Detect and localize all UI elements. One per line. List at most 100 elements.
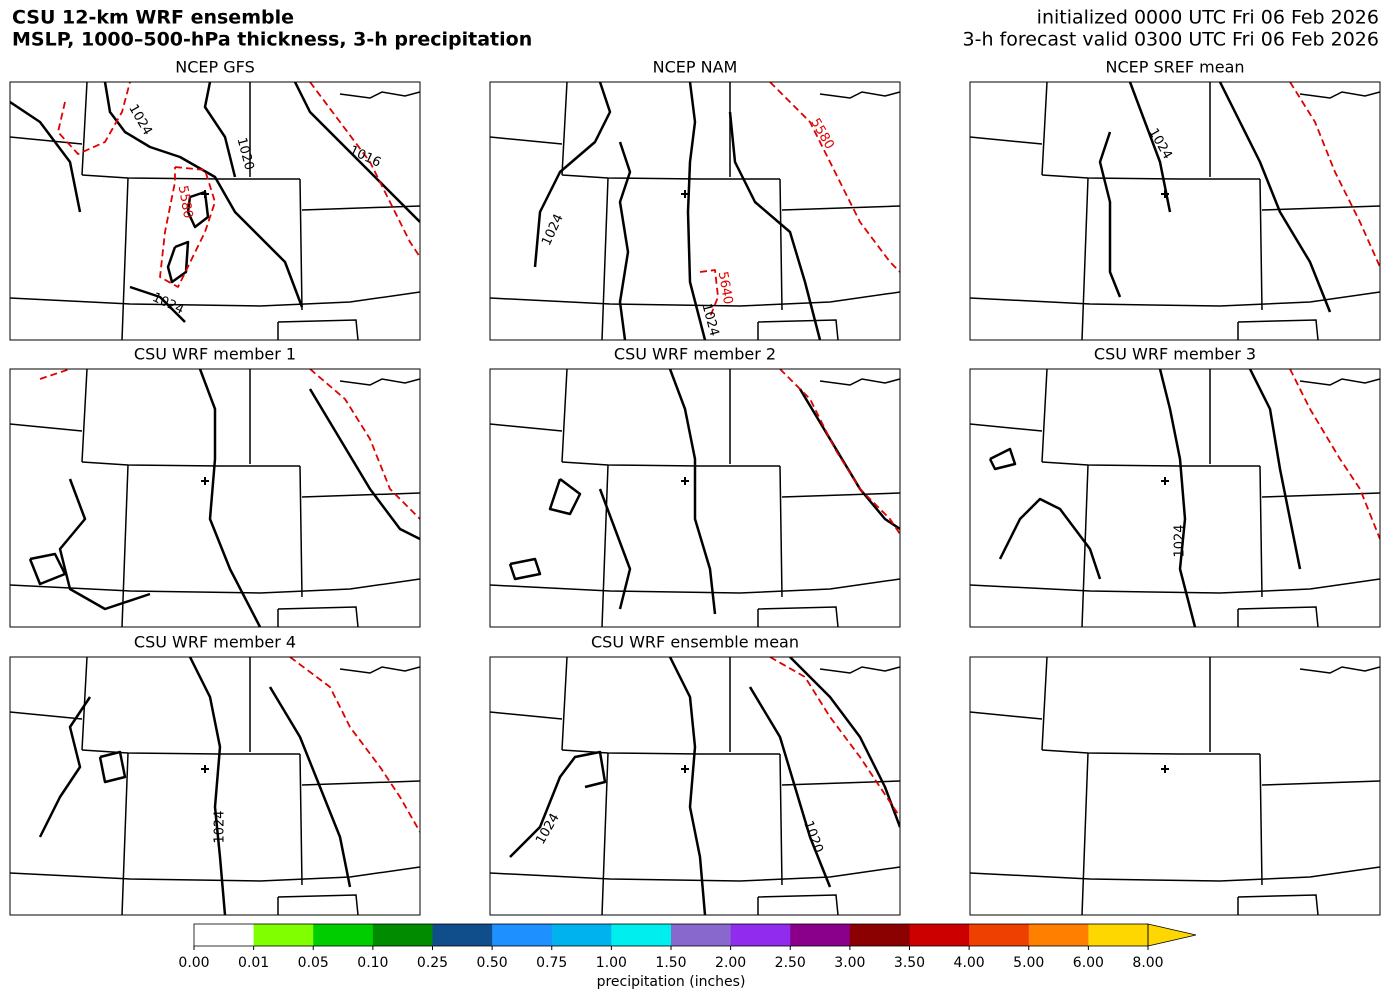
state-border xyxy=(819,91,900,99)
thickness-contour xyxy=(309,369,420,520)
state-border xyxy=(757,319,839,340)
state-border xyxy=(81,369,88,463)
colorbar-extension xyxy=(1147,923,1197,947)
init-time: initialized 0000 UTC Fri 06 Feb 2026 xyxy=(1037,7,1379,29)
colorbar-segment xyxy=(253,924,314,946)
pressure-contour xyxy=(509,750,607,858)
colorbar-tick-label: 0.50 xyxy=(477,955,508,971)
pressure-contour xyxy=(28,552,67,586)
panel-title: CSU WRF member 4 xyxy=(134,633,296,652)
state-border xyxy=(601,464,609,627)
contour-label: 5640 xyxy=(715,270,736,305)
panel-frame xyxy=(9,368,421,628)
panel-title: NCEP NAM xyxy=(653,58,738,77)
contour-label: 5580 xyxy=(807,116,837,152)
pressure-contour xyxy=(789,657,900,828)
pressure-contour xyxy=(38,696,92,838)
thickness-contour xyxy=(769,82,900,273)
state-border xyxy=(561,657,568,751)
thickness-contour xyxy=(1289,369,1380,540)
state-border xyxy=(1041,82,1048,176)
colorbar-segment xyxy=(194,924,255,946)
colorbar-tick-label: 0.05 xyxy=(298,955,329,971)
state-border xyxy=(490,423,563,432)
state-border xyxy=(1259,178,1263,311)
colorbar-tick-label: 6.00 xyxy=(1073,955,1104,971)
panel-frame xyxy=(489,81,901,341)
state-border xyxy=(490,578,900,594)
state-border xyxy=(561,82,568,176)
pressure-contour xyxy=(1158,369,1197,627)
state-border xyxy=(121,464,129,627)
pressure-contour xyxy=(668,369,717,615)
state-border xyxy=(81,174,300,180)
state-border xyxy=(781,780,900,786)
state-border xyxy=(10,866,420,882)
pressure-contour xyxy=(598,488,632,610)
colorbar-label: precipitation (inches) xyxy=(597,974,746,990)
state-border xyxy=(1041,461,1260,467)
map-panel: 1024 1020 CSU WRF ensemble mean xyxy=(489,633,901,916)
map-panel: CSU WRF member 1 xyxy=(9,345,421,628)
pressure-contour xyxy=(618,141,632,340)
state-border xyxy=(561,174,780,180)
pressure-contour xyxy=(508,557,542,581)
map-content: 1024 1020 xyxy=(490,657,900,915)
thickness-contour xyxy=(289,657,420,833)
pressure-contour xyxy=(988,447,1017,471)
colorbar-segment xyxy=(313,924,374,946)
pressure-contour xyxy=(998,497,1102,580)
colorbar-tick-label: 4.00 xyxy=(954,955,985,971)
state-border xyxy=(1237,319,1319,340)
state-border xyxy=(1299,666,1380,674)
state-border xyxy=(10,291,420,307)
map-panel xyxy=(969,656,1381,916)
pressure-contour xyxy=(10,100,82,213)
colorbar-segment xyxy=(730,924,791,946)
state-border xyxy=(301,205,420,211)
state-border xyxy=(10,578,420,594)
panel-title: CSU WRF member 2 xyxy=(614,345,776,364)
pressure-contour xyxy=(533,82,612,268)
state-border xyxy=(561,749,780,755)
state-border xyxy=(299,465,303,598)
pressure-contour xyxy=(686,82,707,340)
state-border xyxy=(490,866,900,882)
station-marker xyxy=(201,765,209,773)
map-panel: 1024 CSU WRF member 3 xyxy=(969,345,1381,628)
state-border xyxy=(490,136,563,145)
state-border xyxy=(819,378,900,386)
pressure-contour xyxy=(1128,82,1172,213)
state-border xyxy=(819,666,900,674)
state-border xyxy=(779,465,783,598)
map-panel: 1024 NCEP SREF mean xyxy=(969,58,1381,341)
contour-label: 1024 xyxy=(1173,524,1188,557)
state-border xyxy=(339,378,420,386)
thickness-contour xyxy=(159,166,216,288)
panel-frame xyxy=(9,81,421,341)
state-border xyxy=(339,666,420,674)
contour-label: 1024 xyxy=(539,212,567,248)
state-border xyxy=(277,319,359,340)
colorbar-tick-label: 5.00 xyxy=(1013,955,1044,971)
colorbar-tick-label: 0.00 xyxy=(178,955,209,971)
map-content xyxy=(490,369,900,627)
state-border xyxy=(970,711,1043,720)
colorbar-tick-label: 3.50 xyxy=(894,955,925,971)
thickness-contour xyxy=(39,369,71,380)
state-border xyxy=(561,461,780,467)
state-border xyxy=(1237,894,1319,915)
state-border xyxy=(299,753,303,886)
state-border xyxy=(601,177,609,340)
state-border xyxy=(1081,177,1089,340)
station-marker xyxy=(1161,765,1169,773)
state-border xyxy=(299,178,303,311)
state-border xyxy=(277,894,359,915)
state-border xyxy=(490,711,563,720)
thickness-contour xyxy=(699,269,719,318)
pressure-contour xyxy=(203,82,237,178)
state-border xyxy=(970,291,1380,307)
